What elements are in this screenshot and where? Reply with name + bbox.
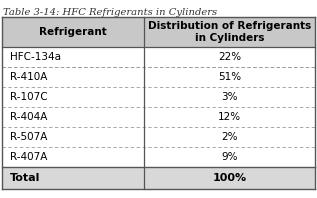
Text: Distribution of Refrigerants
in Cylinders: Distribution of Refrigerants in Cylinder… bbox=[148, 21, 311, 43]
Text: HFC-134a: HFC-134a bbox=[10, 52, 61, 62]
Bar bbox=[2, 147, 315, 167]
Bar bbox=[2, 167, 315, 189]
Text: R-507A: R-507A bbox=[10, 132, 47, 142]
Text: R-407A: R-407A bbox=[10, 152, 47, 162]
Text: 3%: 3% bbox=[222, 92, 238, 102]
Bar bbox=[2, 87, 315, 107]
Text: 100%: 100% bbox=[213, 173, 247, 183]
Text: R-404A: R-404A bbox=[10, 112, 47, 122]
Text: Refrigerant: Refrigerant bbox=[39, 27, 107, 37]
Bar bbox=[2, 107, 315, 127]
Bar bbox=[2, 67, 315, 87]
Bar bbox=[2, 17, 315, 47]
Text: Table 3-14: HFC Refrigerants in Cylinders: Table 3-14: HFC Refrigerants in Cylinder… bbox=[3, 8, 217, 17]
Text: Total: Total bbox=[10, 173, 40, 183]
Text: R-410A: R-410A bbox=[10, 72, 47, 82]
Bar bbox=[2, 47, 315, 67]
Text: 9%: 9% bbox=[222, 152, 238, 162]
Bar bbox=[2, 127, 315, 147]
Text: 22%: 22% bbox=[218, 52, 241, 62]
Text: 12%: 12% bbox=[218, 112, 241, 122]
Text: 51%: 51% bbox=[218, 72, 241, 82]
Text: 2%: 2% bbox=[222, 132, 238, 142]
Text: R-107C: R-107C bbox=[10, 92, 48, 102]
